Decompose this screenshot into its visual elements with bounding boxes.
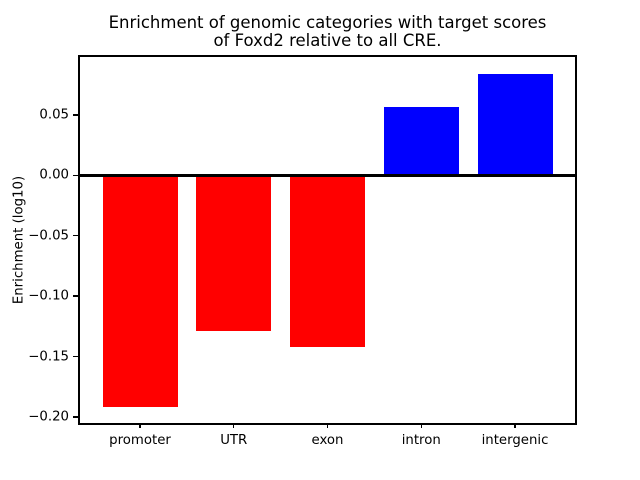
y-tick-label: −0.20: [28, 409, 69, 425]
bar-exon: [290, 175, 365, 347]
chart-title-line1: Enrichment of genomic categories with ta…: [108, 13, 547, 32]
y-axis-label: Enrichment (log10): [11, 175, 27, 305]
bar-promoter: [102, 175, 178, 408]
chart-title-line2: of Foxd2 relative to all CRE.: [213, 31, 442, 50]
x-tick-label-UTR: UTR: [220, 433, 248, 448]
bar-UTR: [196, 175, 272, 332]
x-tick-label-exon: exon: [311, 433, 344, 448]
y-tick-label: −0.15: [28, 349, 69, 365]
zero-baseline: [80, 174, 575, 177]
y-tick-label: −0.10: [28, 288, 69, 304]
y-tick-label: 0.05: [39, 107, 69, 123]
x-tick-label-promoter: promoter: [109, 433, 171, 448]
bar-intergenic: [477, 73, 553, 176]
y-tick-label: −0.05: [28, 228, 69, 244]
x-tick-mark: [514, 423, 516, 428]
x-tick-mark: [233, 423, 235, 428]
plot-area: 0.05 0.00 −0.05 −0.10 −0.15 −0.20 promoter UTR e…: [28, 55, 577, 448]
x-tick-mark: [326, 423, 329, 428]
x-tick-mark: [139, 423, 141, 428]
x-tick-mark: [420, 423, 422, 428]
y-tick-mark: [73, 114, 78, 116]
y-tick-mark: [73, 416, 78, 418]
x-tick-label-intron: intron: [401, 433, 441, 448]
chart-title: Enrichment of genomic categories with ta…: [78, 14, 577, 50]
y-tick-mark: [73, 174, 78, 177]
y-tick-mark: [73, 355, 78, 358]
x-tick-label-intergenic: intergenic: [481, 433, 549, 448]
y-tick-label: 0.00: [39, 167, 69, 183]
y-tick-mark: [73, 295, 78, 297]
bar-intron: [383, 106, 459, 176]
y-tick-mark: [73, 235, 78, 237]
